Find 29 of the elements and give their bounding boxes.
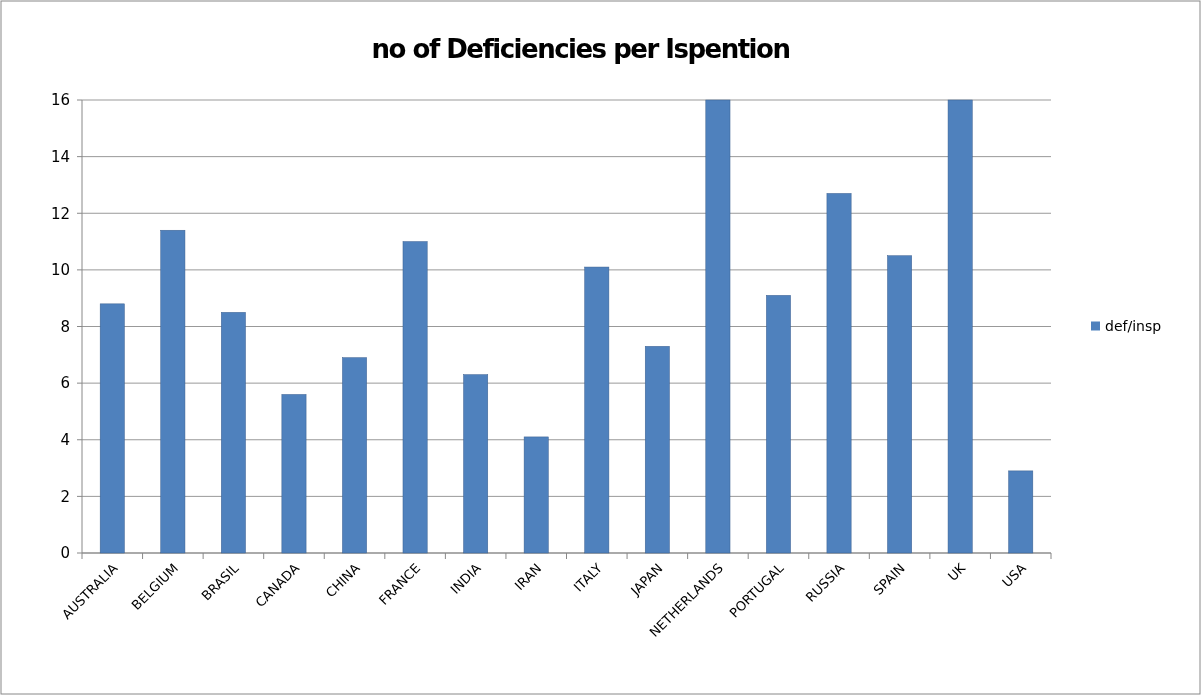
y-tick-label: 8	[60, 317, 70, 336]
bar	[826, 193, 852, 554]
bar	[887, 255, 912, 554]
bar	[402, 241, 428, 554]
bar	[705, 99, 731, 554]
chart-title: no of Deficiencies per Ispention	[371, 34, 790, 64]
bar	[644, 346, 670, 554]
y-tick-label: 12	[50, 204, 70, 223]
bar	[1008, 470, 1034, 554]
bar	[463, 374, 489, 554]
x-tick-label: USA	[999, 560, 1029, 591]
bar	[281, 394, 307, 554]
x-tick-label: UK	[944, 560, 969, 584]
y-tick-label: 14	[50, 147, 70, 166]
y-tick-label: 2	[60, 487, 70, 506]
bar	[160, 229, 186, 554]
bar	[523, 436, 549, 554]
bar	[99, 303, 125, 554]
y-tick-label: 6	[60, 374, 70, 393]
legend-label: def/insp	[1105, 318, 1162, 335]
y-tick-label: 4	[60, 431, 70, 449]
bar	[947, 99, 973, 554]
y-tick-label: 16	[50, 91, 70, 110]
bar	[584, 266, 610, 554]
bar	[221, 312, 246, 554]
y-tick-label: 10	[50, 261, 70, 280]
bar	[342, 357, 367, 554]
y-tick-label: 0	[60, 544, 70, 563]
bar	[766, 295, 791, 554]
